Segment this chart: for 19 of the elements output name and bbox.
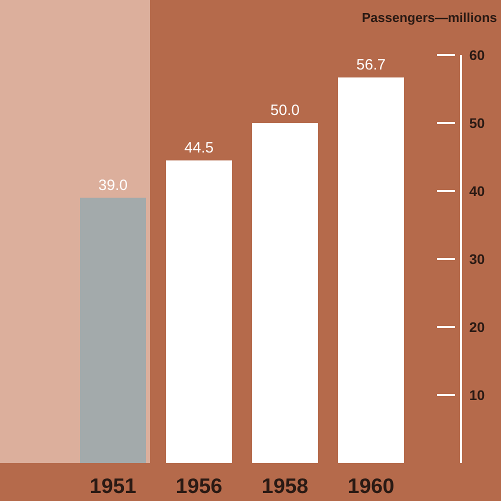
bar	[252, 123, 318, 463]
bar	[338, 77, 404, 463]
x-tick-label: 1951	[90, 475, 137, 498]
y-tick-label: 20	[469, 319, 485, 335]
x-tick-label: 1960	[348, 475, 394, 498]
y-tick-label: 30	[469, 251, 485, 267]
data-label: 44.5	[184, 139, 214, 156]
y-tick-label: 10	[469, 387, 485, 403]
x-tick-label: 1958	[262, 475, 309, 498]
y-axis-title: Passengers—millions	[362, 10, 497, 25]
x-tick-label: 1956	[176, 475, 222, 498]
data-label: 56.7	[356, 56, 386, 74]
y-tick-label: 60	[469, 47, 485, 63]
bar	[166, 160, 232, 463]
y-tick-label: 40	[469, 183, 485, 199]
data-label: 50.0	[270, 102, 300, 119]
data-label: 39.0	[98, 176, 128, 194]
y-tick-label: 50	[469, 115, 485, 131]
bar	[80, 198, 146, 463]
